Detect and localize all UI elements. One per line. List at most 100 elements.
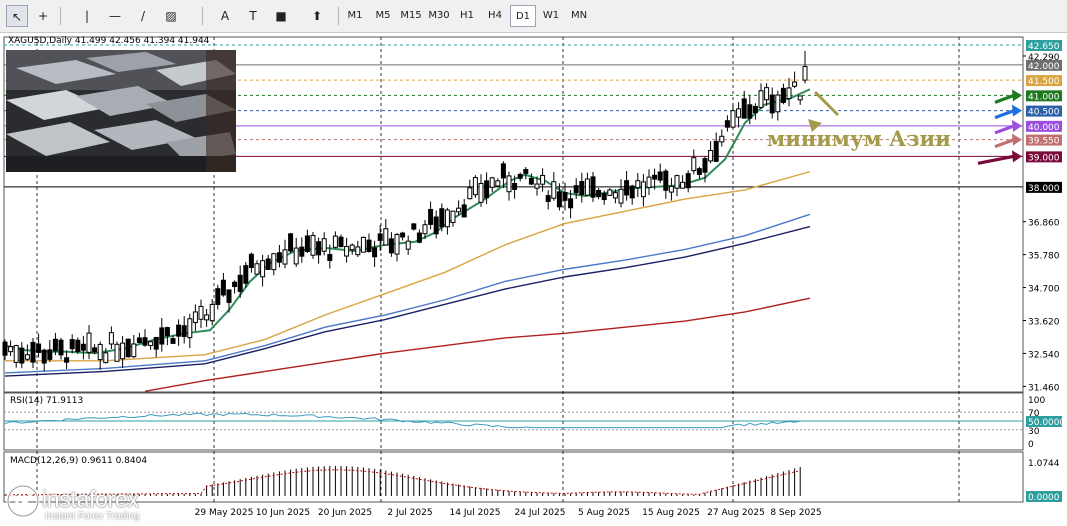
- trendline-icon[interactable]: /: [140, 9, 146, 23]
- cursor-icon[interactable]: ↖: [6, 5, 28, 27]
- crosshair-icon[interactable]: +: [37, 9, 49, 23]
- candle-body: [19, 347, 25, 364]
- time-tick-label: 20 Jun 2025: [318, 508, 372, 518]
- candle-body: [215, 288, 221, 305]
- candle-body: [428, 208, 434, 225]
- timeframe-m15[interactable]: M15: [400, 10, 422, 21]
- rectangle-icon[interactable]: ■: [275, 9, 287, 23]
- candle-body: [41, 349, 47, 364]
- price-tick-label: 38.000: [1028, 184, 1060, 194]
- candle-body: [120, 342, 126, 360]
- candle-body: [792, 81, 798, 87]
- time-tick-label: 15 Aug 2025: [642, 508, 700, 518]
- candle-body: [579, 180, 585, 196]
- rsi-tick-label: 50.0000: [1028, 418, 1065, 428]
- candle-body: [153, 336, 159, 350]
- candle-body: [355, 246, 361, 256]
- candle-body: [775, 94, 781, 113]
- price-tick-label: 32.540: [1028, 350, 1060, 360]
- candle-body: [299, 246, 305, 257]
- candle-body: [797, 95, 803, 101]
- candle-body: [2, 341, 8, 356]
- price-tick-label: 31.460: [1028, 383, 1060, 393]
- price-tick-label: 41.500: [1028, 77, 1060, 87]
- candle-body: [612, 192, 618, 199]
- candle-body: [220, 279, 226, 296]
- price-tick-label: 42.000: [1028, 62, 1060, 72]
- macd-pane: MACD(12,26,9) 0.9611 0.8404 1.0744 0.0000: [4, 456, 1062, 503]
- price-label-box: [1026, 134, 1062, 146]
- time-axis: 29 May 2025 10 Jun 2025 20 Jun 2025 2 Jul 2…: [195, 508, 822, 518]
- price-label-box: [1026, 181, 1062, 193]
- horizontal-line-icon[interactable]: —: [109, 9, 121, 23]
- candle-body: [652, 174, 658, 180]
- candle-body: [506, 175, 512, 193]
- channel-icon[interactable]: ▨: [165, 9, 177, 23]
- candle-body: [528, 177, 534, 185]
- candle-body: [304, 235, 310, 253]
- timeframe-w1[interactable]: W1: [542, 10, 560, 21]
- candle-body: [439, 208, 445, 228]
- level-arrowhead: [1012, 104, 1022, 117]
- candle-body: [517, 173, 523, 179]
- arrows-icon[interactable]: ⬆: [311, 9, 323, 23]
- candle-body: [64, 357, 70, 363]
- level-arrowhead: [1012, 133, 1022, 146]
- rsi-tick-label: 30: [1028, 427, 1040, 437]
- candle-body: [584, 178, 590, 196]
- timeframe-mn[interactable]: MN: [570, 10, 588, 21]
- candle-body: [97, 343, 103, 361]
- candle-body: [568, 198, 574, 209]
- rsi-tick-label: 0: [1028, 440, 1034, 450]
- rsi-tick-label: 100: [1028, 396, 1045, 406]
- candle-body: [562, 191, 568, 201]
- timeframe-m5[interactable]: M5: [375, 10, 391, 21]
- candle-body: [495, 180, 501, 187]
- price-label-box: [1026, 105, 1062, 117]
- candle-body: [724, 120, 730, 128]
- candle-body: [69, 339, 75, 350]
- candle-body: [461, 204, 467, 218]
- candle-body: [629, 185, 635, 199]
- candle-body: [590, 176, 596, 198]
- text-label-icon[interactable]: T: [249, 9, 257, 23]
- annotation-arrows: минимум Азии: [767, 89, 1022, 165]
- candle-body: [657, 171, 663, 181]
- candle-body: [489, 177, 495, 188]
- candle-body: [484, 180, 490, 199]
- candle-body: [136, 337, 142, 344]
- macd-zero-box: [1026, 491, 1062, 502]
- candle-body: [696, 168, 702, 175]
- candle-body: [80, 343, 86, 351]
- brand-tagline: Instant Forex Trading: [45, 511, 140, 522]
- candle-body: [192, 311, 198, 324]
- moving-average-line: [144, 297, 811, 392]
- timeframe-m1[interactable]: M1: [347, 10, 363, 21]
- timeframe-m30[interactable]: M30: [428, 10, 450, 21]
- price-label-box: [1026, 90, 1062, 102]
- candle-body: [752, 105, 758, 114]
- candle-body: [271, 253, 277, 271]
- candle-body: [114, 343, 120, 362]
- timeframe-d1[interactable]: D1: [510, 5, 536, 27]
- candle-body: [764, 87, 770, 101]
- candle-body: [433, 216, 439, 235]
- rsi-value-box: [1026, 416, 1062, 427]
- candle-body: [360, 236, 366, 253]
- price-tick-label: 33.620: [1028, 318, 1060, 328]
- candle-body: [758, 90, 764, 108]
- level-arrowhead: [1012, 150, 1022, 163]
- candle-body: [802, 66, 808, 81]
- candle-body: [159, 327, 165, 345]
- candle-body: [540, 174, 546, 185]
- timeframe-h1[interactable]: H1: [460, 10, 474, 21]
- text-icon[interactable]: A: [220, 9, 230, 23]
- candle-body: [601, 192, 607, 201]
- price-label-box: [1026, 40, 1062, 51]
- silver-bars-image: [6, 50, 236, 172]
- candle-body: [52, 338, 58, 352]
- vertical-line-icon[interactable]: |: [84, 9, 90, 23]
- price-tick-label: 34.700: [1028, 285, 1060, 295]
- timeframe-h4[interactable]: H4: [488, 10, 502, 21]
